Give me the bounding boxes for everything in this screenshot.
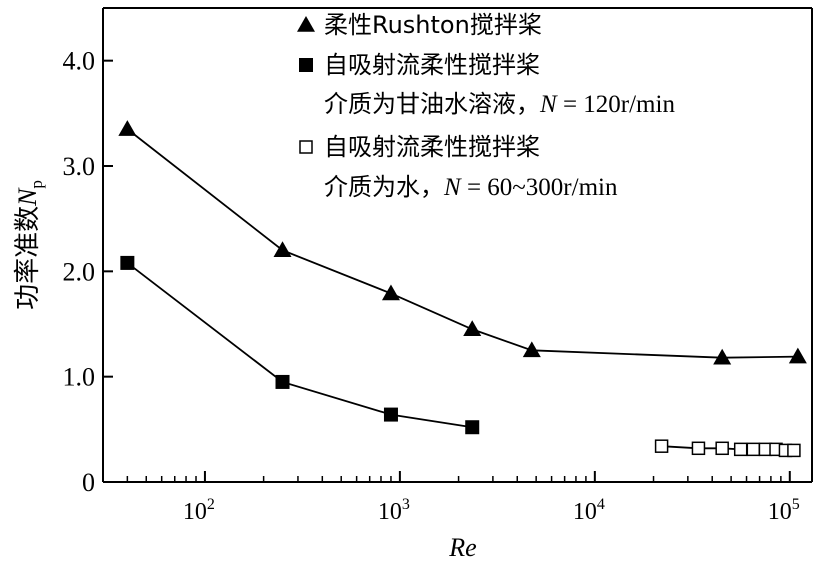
svg-text:功率准数Np: 功率准数Np xyxy=(13,180,46,310)
data-point xyxy=(691,441,706,456)
y-axis-label: 功率准数Np xyxy=(13,180,46,310)
legend-text: 介质为甘油水溶液， xyxy=(324,90,540,118)
data-point xyxy=(381,284,400,301)
x-tick-exponent: 3 xyxy=(402,496,410,513)
data-point xyxy=(787,443,801,458)
legend-label: 介质为甘油水溶液，N = 120r/min xyxy=(324,90,675,118)
x-tick-exponent: 4 xyxy=(597,496,605,513)
legend-label: 自吸射流柔性搅拌桨 xyxy=(324,51,540,79)
data-point xyxy=(118,120,137,136)
series-triangle-filled xyxy=(118,120,807,365)
x-tick-exponent: 2 xyxy=(207,496,215,513)
data-point xyxy=(463,320,482,337)
x-tick-base: 10 xyxy=(573,499,597,525)
legend-label: 自吸射流柔性搅拌桨 xyxy=(324,133,540,161)
series-line xyxy=(126,262,473,429)
data-point xyxy=(273,241,292,258)
data-point xyxy=(713,348,732,365)
series-square-filled xyxy=(120,255,480,435)
legend-text: 介质为水， xyxy=(324,173,444,201)
y-tick-label: 0 xyxy=(82,468,95,497)
x-tick-base: 10 xyxy=(183,499,207,525)
y-axis-label-symbol: N xyxy=(13,187,42,207)
legend-text: 自吸射流柔性搅拌桨 xyxy=(324,133,540,161)
y-axis-ticks: 0 1.0 2.0 3.0 4.0 xyxy=(63,47,113,497)
data-point xyxy=(715,441,729,456)
series-line xyxy=(126,128,798,359)
y-tick-label: 3.0 xyxy=(63,152,96,181)
y-tick-label: 2.0 xyxy=(63,257,96,286)
x-tick-label: 104 xyxy=(573,496,605,525)
x-tick-base: 10 xyxy=(768,499,792,525)
data-point xyxy=(383,407,398,422)
data-point xyxy=(275,374,290,389)
data-point xyxy=(654,439,669,453)
legend-label: 柔性Rushton搅拌桨 xyxy=(324,11,542,39)
y-axis-label-text: 功率准数 xyxy=(13,206,43,310)
x-axis-label: Re xyxy=(448,533,476,562)
x-tick-label: 103 xyxy=(378,496,410,525)
data-point xyxy=(465,420,480,435)
y-tick-label: 4.0 xyxy=(63,47,96,76)
plot-area xyxy=(102,7,813,483)
legend-symbol: N xyxy=(443,174,462,201)
series-square-open xyxy=(654,439,801,458)
x-tick-label: 102 xyxy=(183,496,215,525)
data-point xyxy=(733,442,748,457)
legend-marker xyxy=(299,140,313,154)
legend-value: = 60~300r/min xyxy=(461,174,618,201)
legend-text: 柔性Rushton搅拌桨 xyxy=(324,11,542,39)
y-axis-label-subscript: p xyxy=(27,180,46,189)
legend-value: = 120r/min xyxy=(557,91,676,118)
legend-label: 介质为水，N = 60~300r/min xyxy=(324,173,618,201)
y-tick-label: 1.0 xyxy=(63,363,96,392)
x-tick-base: 10 xyxy=(378,499,402,525)
legend-marker xyxy=(297,16,315,32)
legend-text: 自吸射流柔性搅拌桨 xyxy=(324,51,540,79)
series-layer xyxy=(118,120,807,458)
x-tick-label: 105 xyxy=(768,496,800,525)
x-tick-exponent: 5 xyxy=(792,496,800,513)
x-axis-ticks: 102 103 104 105 xyxy=(102,471,800,525)
legend-symbol: N xyxy=(539,91,558,118)
data-point xyxy=(120,255,135,270)
data-point xyxy=(522,341,541,358)
legend-entry: 柔性Rushton搅拌桨 xyxy=(297,11,542,39)
data-point xyxy=(788,347,807,364)
legend-marker xyxy=(299,58,313,72)
data-point xyxy=(746,442,761,457)
